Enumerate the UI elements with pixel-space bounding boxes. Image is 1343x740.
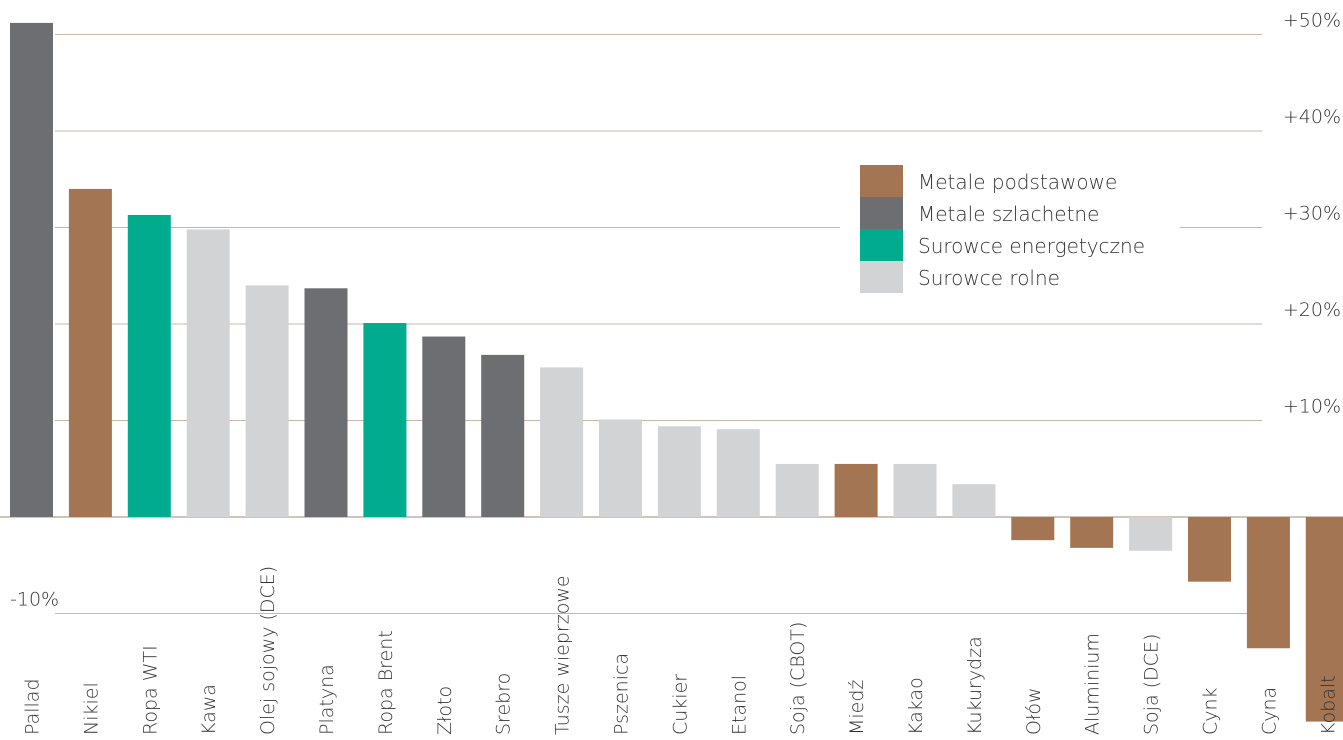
bar: [10, 22, 53, 517]
legend-swatch: [860, 261, 903, 293]
legend-label: Surowce rolne: [918, 266, 1060, 290]
category-label: Olej sojowy (DCE): [257, 566, 279, 735]
legend-swatch: [860, 229, 903, 261]
bar: [186, 229, 230, 517]
category-label: Kawa: [198, 684, 220, 735]
bar: [599, 419, 642, 517]
bar: [834, 463, 878, 517]
legend-swatch: [860, 197, 903, 229]
bar: [245, 285, 289, 517]
y-tick-label: +40%: [1283, 106, 1341, 128]
category-label: Pallad: [22, 678, 44, 735]
category-label: Złoto: [434, 686, 456, 735]
bar: [893, 463, 937, 517]
category-label: Kukurydza: [964, 636, 986, 735]
category-label: Cukier: [669, 674, 691, 735]
bar: [127, 214, 171, 517]
category-label: Kakao: [905, 677, 927, 735]
category-label: Nikiel: [80, 682, 102, 735]
category-label: Platyna: [316, 664, 338, 735]
bar: [1070, 517, 1114, 548]
category-label: Ołów: [1023, 687, 1045, 735]
bar: [422, 336, 466, 517]
category-label: Soja (CBOT): [787, 622, 809, 735]
bars: [10, 22, 1343, 722]
bar: [304, 288, 348, 517]
bar: [716, 429, 760, 517]
legend-label: Metale szlachetne: [918, 202, 1099, 226]
bar: [363, 323, 407, 517]
category-labels: Pallad Nikiel Ropa WTI Kawa Olej sojowy (DCE…: [22, 566, 1340, 735]
y-tick-labels: +50% +40% +30% +20% +10% -10%: [10, 10, 1341, 611]
category-label: Cynk: [1200, 687, 1222, 735]
category-label: Aluminium: [1082, 633, 1104, 735]
category-label: Miedź: [846, 680, 868, 735]
category-label: Kobalt: [1317, 675, 1339, 735]
bar: [657, 426, 701, 517]
bar: [540, 367, 584, 517]
category-label: Ropa WTI: [139, 645, 161, 735]
category-label: Tusze wieprzowe: [552, 575, 574, 735]
bar: [952, 484, 996, 517]
bar: [481, 354, 525, 517]
y-tick-label: +10%: [1283, 396, 1341, 418]
category-label: Etanol: [728, 675, 750, 735]
bar: [1246, 517, 1290, 649]
y-tick-label: +50%: [1283, 10, 1341, 32]
legend-label: Surowce energetyczne: [918, 234, 1145, 258]
y-tick-label: +20%: [1283, 299, 1341, 321]
bar: [1011, 517, 1055, 541]
bar: [1305, 517, 1343, 722]
category-label: Cyna: [1258, 687, 1280, 735]
category-label: Pszenica: [611, 653, 633, 735]
bar: [1188, 517, 1231, 582]
category-label: Soja (DCE): [1141, 634, 1163, 735]
legend-swatch: [860, 165, 903, 197]
legend-label: Metale podstawowe: [918, 170, 1117, 194]
y-tick-label: +30%: [1283, 203, 1341, 225]
category-label: Ropa Brent: [375, 630, 397, 735]
legend: Metale podstawowe Metale szlachetne Surowc…: [840, 155, 1180, 300]
bar: [775, 463, 819, 517]
y-tick-label: -10%: [10, 589, 59, 611]
bar: [1129, 517, 1173, 551]
category-label: Srebro: [493, 673, 515, 735]
bar: [68, 188, 112, 517]
